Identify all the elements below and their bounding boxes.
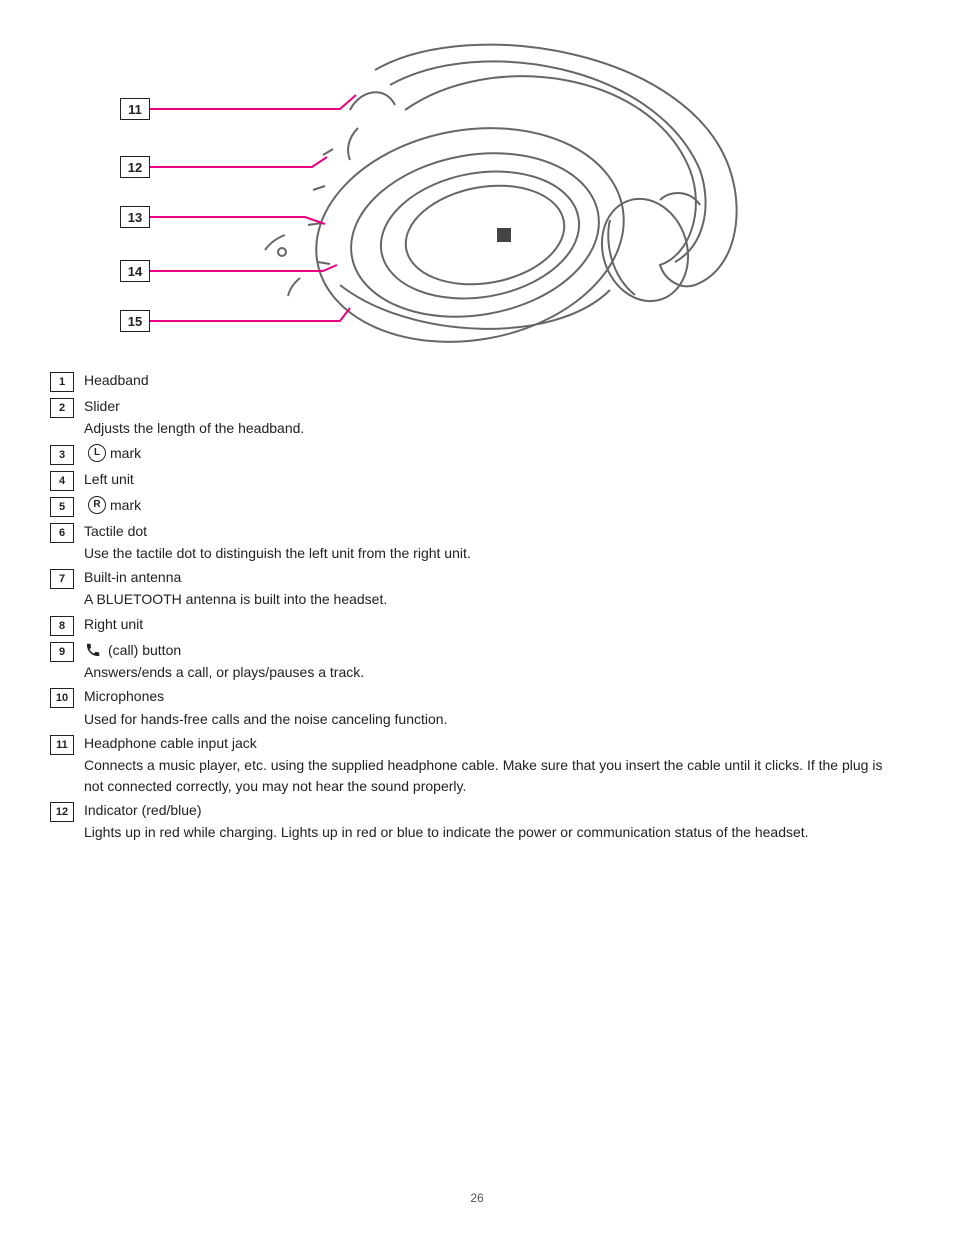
item-title-pre: Indicator (red/blue) xyxy=(84,800,202,820)
item-title-pre: Left unit xyxy=(84,469,134,489)
figure-callout-box: 13 xyxy=(120,206,150,228)
item-body: Tactile dot Use the tactile dot to disti… xyxy=(84,521,904,564)
item-body: (call) button Answers/ends a call, or pl… xyxy=(84,640,904,683)
parts-list-item: 6 Tactile dot Use the tactile dot to dis… xyxy=(50,521,904,564)
n-mark-icon xyxy=(497,228,511,242)
item-number-box: 12 xyxy=(50,802,74,822)
item-body: Indicator (red/blue) Lights up in red wh… xyxy=(84,800,904,843)
phone-icon xyxy=(84,641,102,659)
item-title-pre: Tactile dot xyxy=(84,521,147,541)
circled-l-icon: L xyxy=(88,444,106,462)
parts-list-item: 3 L mark xyxy=(50,443,904,465)
item-body: Slider Adjusts the length of the headban… xyxy=(84,396,904,439)
figure-callout-box: 12 xyxy=(120,156,150,178)
item-title-line: Headband xyxy=(84,370,904,390)
item-description: Used for hands-free calls and the noise … xyxy=(84,709,904,729)
item-title-line: Headphone cable input jack xyxy=(84,733,904,753)
item-body: Built-in antenna A BLUETOOTH antenna is … xyxy=(84,567,904,610)
item-title-pre: Right unit xyxy=(84,614,143,634)
page-number: 26 xyxy=(0,1191,954,1205)
item-description: A BLUETOOTH antenna is built into the he… xyxy=(84,589,904,609)
item-title-line: (call) button xyxy=(84,640,904,660)
item-title-pre: Headphone cable input jack xyxy=(84,733,257,753)
item-body: Left unit xyxy=(84,469,904,489)
item-title-line: Tactile dot xyxy=(84,521,904,541)
item-number-box: 9 xyxy=(50,642,74,662)
item-number-box: 3 xyxy=(50,445,74,465)
item-title-pre: Built-in antenna xyxy=(84,567,181,587)
item-number-box: 6 xyxy=(50,523,74,543)
item-number-box: 7 xyxy=(50,569,74,589)
item-number-box: 2 xyxy=(50,398,74,418)
parts-list-item: 2 Slider Adjusts the length of the headb… xyxy=(50,396,904,439)
item-title-pre: (call) button xyxy=(108,640,181,660)
item-description: Connects a music player, etc. using the … xyxy=(84,755,904,796)
item-number-box: 5 xyxy=(50,497,74,517)
parts-list-item: 4 Left unit xyxy=(50,469,904,491)
parts-list-item: 5 R mark xyxy=(50,495,904,517)
item-title-pre: Slider xyxy=(84,396,120,416)
item-title-line: R mark xyxy=(84,495,904,515)
item-title-line: Slider xyxy=(84,396,904,416)
item-body: Headband xyxy=(84,370,904,390)
parts-list-item: 11 Headphone cable input jack Connects a… xyxy=(50,733,904,796)
item-number-box: 8 xyxy=(50,616,74,636)
item-number-box: 4 xyxy=(50,471,74,491)
item-body: R mark xyxy=(84,495,904,515)
item-description: Lights up in red while charging. Lights … xyxy=(84,822,904,842)
item-title-line: Right unit xyxy=(84,614,904,634)
item-number-box: 11 xyxy=(50,735,74,755)
circled-r-icon: R xyxy=(88,496,106,514)
item-body: L mark xyxy=(84,443,904,463)
item-description: Answers/ends a call, or plays/pauses a t… xyxy=(84,662,904,682)
parts-list-item: 1 Headband xyxy=(50,370,904,392)
item-body: Headphone cable input jack Connects a mu… xyxy=(84,733,904,796)
item-title-line: Left unit xyxy=(84,469,904,489)
item-description: Use the tactile dot to distinguish the l… xyxy=(84,543,904,563)
item-title-line: Microphones xyxy=(84,686,904,706)
parts-list-item: 8 Right unit xyxy=(50,614,904,636)
parts-list-item: 7 Built-in antenna A BLUETOOTH antenna i… xyxy=(50,567,904,610)
figure-callout-box: 11 xyxy=(120,98,150,120)
item-title-line: Built-in antenna xyxy=(84,567,904,587)
item-title-line: L mark xyxy=(84,443,904,463)
headphone-figure: 11 12 13 14 15 xyxy=(50,40,750,360)
item-title-pre: Headband xyxy=(84,370,149,390)
item-title-line: Indicator (red/blue) xyxy=(84,800,904,820)
manual-page: 1112131415 1 Headband 2 Slider xyxy=(0,0,954,1235)
item-body: Right unit xyxy=(84,614,904,634)
item-title-post: mark xyxy=(110,495,141,515)
parts-list-item: 10 Microphones Used for hands-free calls… xyxy=(50,686,904,729)
item-number-box: 10 xyxy=(50,688,74,708)
parts-list-item: 12 Indicator (red/blue) Lights up in red… xyxy=(50,800,904,843)
item-title-post: mark xyxy=(110,443,141,463)
item-number-box: 1 xyxy=(50,372,74,392)
figure-callout-box: 14 xyxy=(120,260,150,282)
figure-callout-box: 15 xyxy=(120,310,150,332)
item-title-pre: Microphones xyxy=(84,686,164,706)
item-body: Microphones Used for hands-free calls an… xyxy=(84,686,904,729)
parts-list-item: 9 (call) button Answers/ends a call, or … xyxy=(50,640,904,683)
headphone-illustration-svg xyxy=(50,40,750,360)
item-description: Adjusts the length of the headband. xyxy=(84,418,904,438)
parts-list: 1 Headband 2 Slider A xyxy=(50,370,904,842)
